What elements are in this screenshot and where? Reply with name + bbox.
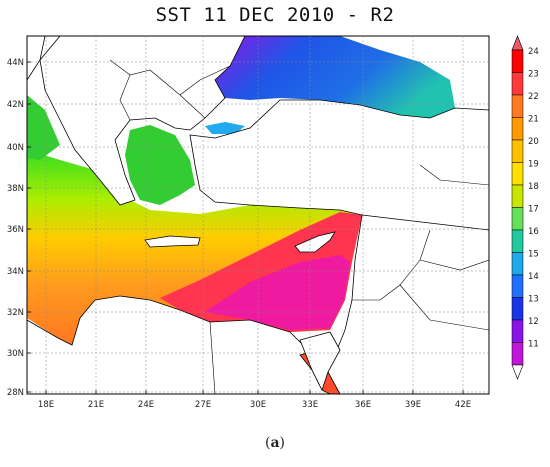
colorbar-label: 12 [528,317,539,327]
colorbar-label: 21 [528,115,539,125]
balkans-land [39,36,246,206]
longitude-tick-label: 24E [138,400,154,410]
caption-open-paren: ( [264,435,271,451]
latitude-tick-label: 40N [7,143,24,153]
longitude-tick-label: 21E [88,400,104,410]
colorbar-segment [511,229,524,253]
colorbar-label: 17 [528,205,539,215]
latitude-tick-label: 42N [7,100,24,110]
longitude-tick-label: 30E [250,400,266,410]
colorbar-segment [511,207,524,231]
longitude-tick-label: 36E [355,400,371,410]
caption-close-paren: ) [279,435,285,451]
colorbar-segment [511,184,524,208]
sinai-land [299,331,341,392]
latitude-tick-labels: 44N 42N 40N 38N 36N 34N 32N 30N 28N [7,58,24,398]
anatolia-land [189,99,489,231]
longitude-tick-label: 33E [302,400,318,410]
map-title: SST 11 DEC 2010 - R2 [155,4,395,26]
colorbar-label: 19 [528,160,539,170]
latitude-tick-label: 44N [7,58,24,68]
colorbar-segment [511,94,524,118]
colorbar-label: 15 [528,250,539,260]
colorbar-label: 22 [528,92,539,102]
country-borders [109,59,489,394]
warm-core [205,255,350,330]
colorbar-segment [511,162,524,186]
crete-island [144,235,201,248]
latitude-tick-label: 32N [7,308,24,318]
colorbar-label: 14 [528,272,539,282]
graticule [27,36,489,394]
latitude-tick-label: 28N [7,388,24,398]
latitude-tick-label: 34N [7,267,24,277]
longitude-tick-label: 39E [405,400,421,410]
colorbar-segment [511,342,524,366]
colorbar-label: 24 [528,47,539,57]
ionian-sea [27,95,60,160]
colorbar-label: 18 [528,182,539,192]
caption-letter: a [270,435,280,451]
latitude-tick-label: 30N [7,349,24,359]
colorbar-segment [511,297,524,321]
colorbar-label: 23 [528,70,539,80]
africa-land [27,295,331,394]
colorbar-segment [511,319,524,343]
colorbar-label: 20 [528,137,539,147]
colorbar-segment [511,274,524,298]
colorbar-max-arrow [511,35,524,51]
aegean-sea [125,125,195,205]
longitude-tick-labels: 18E 21E 24E 27E 30E 33E 36E 39E 42E [38,400,471,410]
colorbar-segment [511,117,524,141]
black-sea [215,36,455,118]
longitude-tick-label: 42E [455,400,471,410]
colorbar-label: 13 [528,295,539,305]
colorbar-min-arrow [511,364,524,380]
longitude-tick-label: 27E [195,400,211,410]
colorbar-segment [511,252,524,276]
colorbar-segment [511,72,524,96]
colorbar-segment [511,139,524,163]
latitude-tick-label: 36N [7,225,24,235]
color-scale-bar: 24 23 22 21 20 19 18 17 16 15 14 13 12 11 [511,35,539,380]
colorbar-label: 16 [528,227,539,237]
italy-land [27,36,46,81]
colorbar-segment [511,49,524,73]
colorbar-label: 11 [528,340,539,350]
marmara-sea [205,122,245,134]
longitude-tick-label: 18E [38,400,54,410]
cyprus-island [294,231,336,253]
figure-caption: (a) [0,435,550,451]
latitude-tick-label: 38N [7,184,24,194]
